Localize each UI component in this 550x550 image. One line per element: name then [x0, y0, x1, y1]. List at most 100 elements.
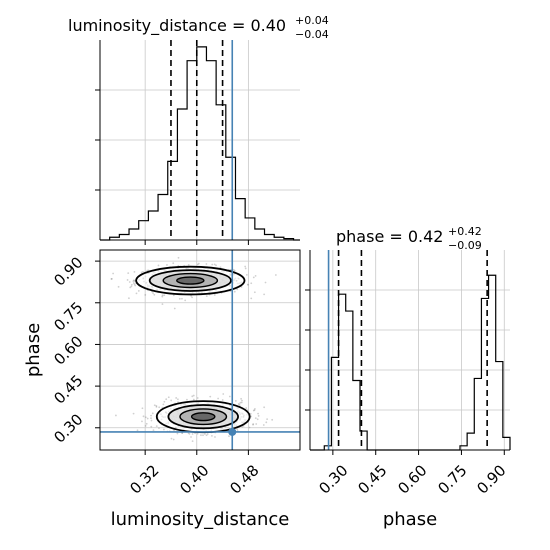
sample-point — [155, 425, 158, 428]
phase-histogram-panel — [305, 250, 511, 455]
sample-point — [196, 397, 199, 399]
sample-point — [221, 399, 224, 401]
y-tick-label: 0.30 — [50, 410, 86, 446]
y-tick-label: 0.90 — [50, 253, 86, 289]
sample-point — [252, 423, 254, 426]
sample-point — [187, 263, 190, 266]
sample-point — [155, 405, 158, 407]
sample-point — [129, 286, 132, 289]
sample-point — [241, 399, 243, 402]
sample-point — [178, 297, 181, 300]
sample-point — [172, 294, 175, 297]
phase-title-lower-error: −0.09 — [448, 239, 482, 252]
sample-point — [264, 281, 267, 284]
sample-point — [157, 264, 160, 267]
sample-point — [133, 270, 136, 273]
sample-point — [151, 412, 154, 415]
sample-point — [202, 434, 204, 437]
sample-point — [246, 283, 249, 286]
sample-point — [191, 440, 194, 443]
joint-density-panel — [95, 249, 301, 455]
x-axis-label-phase: phase — [383, 509, 437, 530]
sample-point — [211, 434, 213, 437]
x-tick-label: 0.60 — [394, 461, 430, 497]
sample-point — [152, 429, 155, 431]
sample-point — [205, 263, 208, 265]
sample-point — [186, 398, 188, 401]
sample-point — [161, 303, 164, 306]
luminosity-distance-title-upper-error: +0.04 — [295, 14, 329, 27]
sample-point — [252, 276, 255, 279]
luminosity-distance-histogram-panel — [95, 40, 300, 245]
sample-point — [250, 282, 253, 285]
sample-point — [161, 295, 164, 298]
sample-point — [146, 417, 149, 420]
histogram-step-line — [310, 274, 511, 451]
sample-point — [236, 428, 239, 431]
sample-point — [222, 393, 225, 395]
sample-point — [163, 294, 166, 297]
sample-point — [173, 429, 175, 432]
sample-point — [144, 424, 147, 427]
sample-point — [150, 419, 153, 422]
sample-point — [136, 429, 139, 432]
sample-point — [155, 405, 158, 408]
sample-point — [197, 262, 200, 265]
sample-point — [211, 263, 214, 266]
sample-point — [162, 403, 165, 406]
sample-point — [239, 401, 242, 404]
sample-point — [150, 425, 153, 428]
sample-point — [181, 297, 183, 300]
sample-point — [133, 283, 136, 286]
histogram-step-line — [100, 46, 300, 241]
sample-point — [132, 282, 135, 284]
sample-point — [254, 407, 256, 410]
sample-point — [253, 291, 256, 294]
sample-point — [150, 417, 152, 420]
sample-point — [262, 424, 265, 426]
sample-point — [153, 404, 156, 407]
sample-point — [192, 398, 195, 401]
sample-point — [263, 406, 266, 409]
sample-point — [163, 400, 166, 403]
sample-point — [237, 403, 240, 405]
sample-point — [238, 403, 241, 406]
density-fill — [176, 277, 204, 285]
sample-point — [228, 395, 231, 398]
sample-point — [165, 398, 168, 401]
sample-point — [257, 412, 259, 415]
density-fill — [191, 412, 215, 421]
sample-point — [132, 412, 135, 415]
contour-line — [179, 408, 228, 426]
luminosity-distance-title: luminosity_distance = 0.40 — [68, 16, 286, 36]
sample-point — [130, 283, 133, 286]
y-axis-label-phase: phase — [23, 323, 44, 377]
contour-line — [167, 404, 239, 430]
sample-point — [173, 307, 176, 310]
x-tick-label: 0.45 — [354, 461, 390, 497]
sample-point — [248, 426, 251, 429]
sample-point — [244, 265, 247, 268]
y-tick-label: 0.45 — [50, 371, 86, 407]
sample-point — [132, 280, 135, 283]
sample-point — [152, 292, 154, 295]
luminosity-distance-title-lower-error: −0.04 — [295, 28, 329, 41]
sample-point — [250, 415, 253, 418]
sample-point — [214, 436, 216, 438]
sample-point — [176, 432, 179, 435]
sample-point — [263, 293, 266, 296]
sample-point — [249, 412, 252, 415]
sample-point — [110, 278, 113, 280]
sample-point — [217, 397, 220, 400]
sample-point — [247, 283, 250, 286]
contour-line — [190, 412, 216, 422]
sample-point — [213, 263, 216, 266]
sample-point — [188, 432, 191, 435]
sample-point — [134, 284, 137, 287]
sample-point — [132, 279, 135, 282]
sample-point — [233, 290, 236, 293]
sample-point — [115, 414, 117, 417]
sample-point — [145, 422, 148, 425]
sample-point — [184, 299, 187, 302]
